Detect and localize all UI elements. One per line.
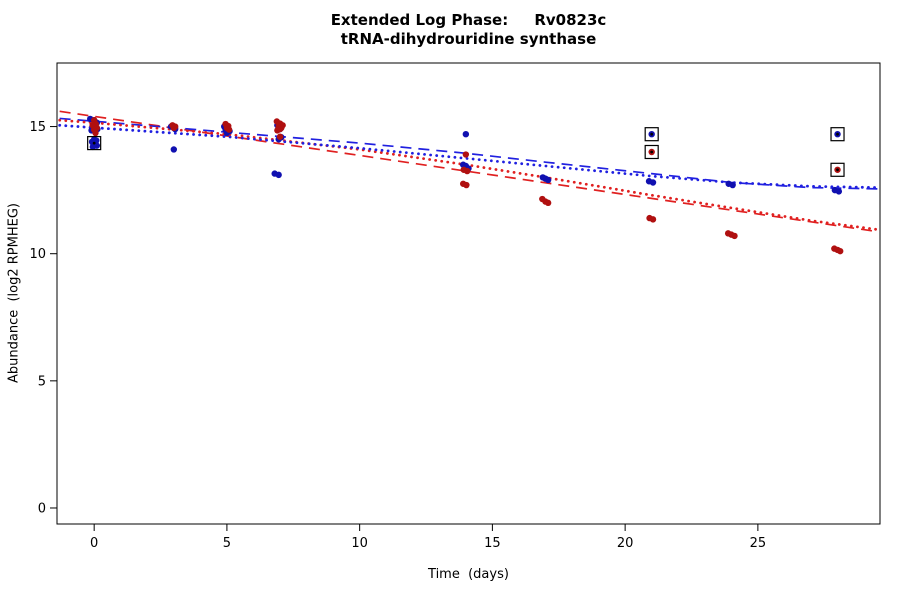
data-point-red xyxy=(463,167,471,175)
x-axis-label: Time (days) xyxy=(428,567,509,582)
flagged-point-center-dot xyxy=(650,132,654,136)
data-point-red xyxy=(276,133,284,140)
data-point-red xyxy=(92,129,99,137)
y-axis-label: Abundance (log2 RPMHEG) xyxy=(6,202,22,384)
plot-box xyxy=(56,62,881,525)
data-point-blue xyxy=(835,188,843,195)
data-point-red xyxy=(836,247,844,255)
data-point-red xyxy=(274,127,281,134)
flag-square-marker xyxy=(830,162,845,177)
flagged-point-center-dot xyxy=(836,132,839,136)
data-point-red xyxy=(544,199,552,207)
data-point-blue xyxy=(544,176,552,184)
data-point-red xyxy=(463,181,470,189)
y-axis-tick-label: 0 xyxy=(38,501,46,516)
flagged-point-center-dot xyxy=(650,150,654,154)
data-point-red xyxy=(170,124,178,132)
flagged-point-center-dot xyxy=(92,141,96,145)
data-point-blue xyxy=(275,171,282,179)
x-axis-tick-label: 15 xyxy=(484,536,501,551)
x-axis-tick-label: 20 xyxy=(617,536,634,551)
y-axis-tick-label: 10 xyxy=(29,247,46,262)
x-axis-tick-label: 0 xyxy=(90,536,98,551)
red-dashed-trendline xyxy=(59,110,878,233)
x-axis-tick-label: 10 xyxy=(351,536,368,551)
data-point-blue xyxy=(462,130,470,138)
chart-subtitle: tRNA-dihydrouridine synthase xyxy=(340,30,597,48)
blue-dotted-trendline xyxy=(58,123,879,189)
flag-square-marker xyxy=(830,127,845,142)
chart-title: Extended Log Phase: Rv0823c xyxy=(330,11,607,29)
flag-square-marker xyxy=(644,144,659,160)
y-axis-tick-label: 15 xyxy=(29,120,46,135)
flag-square-marker xyxy=(87,135,102,151)
flagged-point-center-dot xyxy=(836,168,839,172)
flag-square-marker xyxy=(644,127,659,142)
data-point-red xyxy=(225,126,233,133)
blue-dashed-trendline xyxy=(59,117,878,190)
data-point-red xyxy=(462,151,470,158)
data-point-blue xyxy=(170,146,178,153)
data-point-blue xyxy=(649,179,657,186)
data-point-red xyxy=(649,216,657,223)
x-axis-tick-label: 5 xyxy=(223,536,231,551)
data-point-blue xyxy=(729,181,736,189)
y-axis-tick-label: 5 xyxy=(38,374,46,389)
x-axis-tick-label: 25 xyxy=(750,536,767,551)
data-point-red xyxy=(731,232,738,240)
